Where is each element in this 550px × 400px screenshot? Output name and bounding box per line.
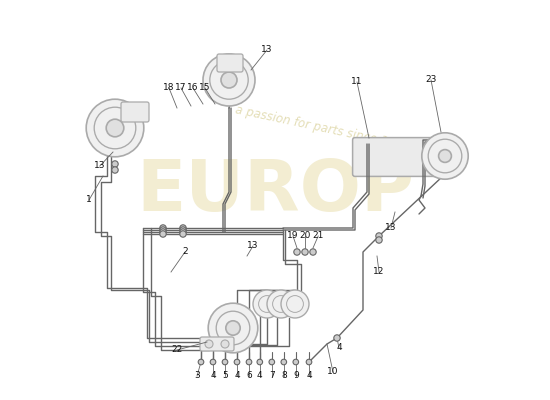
Circle shape <box>180 227 186 233</box>
Text: 19: 19 <box>287 232 299 240</box>
Circle shape <box>112 167 118 173</box>
Circle shape <box>226 321 240 335</box>
Circle shape <box>376 233 382 239</box>
Circle shape <box>269 359 274 365</box>
Text: 4: 4 <box>336 344 342 352</box>
Text: 16: 16 <box>187 84 199 92</box>
Text: 10: 10 <box>327 368 339 376</box>
Circle shape <box>267 290 295 318</box>
Text: 21: 21 <box>312 232 324 240</box>
Text: 4: 4 <box>257 372 262 380</box>
Text: 13: 13 <box>261 46 273 54</box>
Circle shape <box>281 290 309 318</box>
Text: 7: 7 <box>269 372 274 380</box>
FancyBboxPatch shape <box>121 102 149 122</box>
Text: 3: 3 <box>194 372 200 380</box>
Text: a passion for parts since 1985: a passion for parts since 1985 <box>234 103 411 153</box>
Text: 4: 4 <box>210 372 216 380</box>
Circle shape <box>334 335 340 341</box>
Circle shape <box>246 359 252 365</box>
Circle shape <box>293 359 299 365</box>
Text: 20: 20 <box>299 232 311 240</box>
Circle shape <box>198 359 204 365</box>
Text: 2: 2 <box>182 248 188 256</box>
Text: 13: 13 <box>94 162 106 170</box>
Circle shape <box>160 225 166 231</box>
Circle shape <box>106 119 124 137</box>
Circle shape <box>203 54 255 106</box>
Text: 9: 9 <box>293 372 299 380</box>
Text: EUROP: EUROP <box>136 158 414 226</box>
Text: 4: 4 <box>234 372 240 380</box>
Circle shape <box>281 359 287 365</box>
Circle shape <box>160 229 166 235</box>
Text: 12: 12 <box>373 268 384 276</box>
Circle shape <box>302 249 308 255</box>
Circle shape <box>222 359 228 365</box>
Circle shape <box>160 231 166 237</box>
Text: 1: 1 <box>86 196 92 204</box>
Text: 4: 4 <box>306 372 312 380</box>
Circle shape <box>180 231 186 237</box>
Circle shape <box>253 290 281 318</box>
Circle shape <box>376 237 382 243</box>
Text: 11: 11 <box>351 78 363 86</box>
Circle shape <box>221 72 237 88</box>
Circle shape <box>257 359 262 365</box>
Text: 23: 23 <box>425 76 437 84</box>
Circle shape <box>234 359 240 365</box>
Text: 17: 17 <box>175 84 187 92</box>
Text: 22: 22 <box>172 346 183 354</box>
Text: 5: 5 <box>222 372 228 380</box>
Text: 15: 15 <box>199 84 211 92</box>
Text: 18: 18 <box>163 84 175 92</box>
FancyBboxPatch shape <box>200 337 234 351</box>
Circle shape <box>294 249 300 255</box>
FancyBboxPatch shape <box>217 54 243 72</box>
Circle shape <box>208 303 258 353</box>
Circle shape <box>180 229 186 235</box>
Circle shape <box>86 99 144 157</box>
Text: 8: 8 <box>281 372 287 380</box>
Text: 13: 13 <box>248 242 258 250</box>
Circle shape <box>210 359 216 365</box>
Circle shape <box>180 225 186 231</box>
Text: 13: 13 <box>385 224 397 232</box>
Text: 6: 6 <box>246 372 252 380</box>
Circle shape <box>306 359 312 365</box>
Circle shape <box>438 150 452 162</box>
Circle shape <box>310 249 316 255</box>
Circle shape <box>205 340 213 348</box>
FancyBboxPatch shape <box>353 138 446 176</box>
Circle shape <box>221 340 229 348</box>
Circle shape <box>160 227 166 233</box>
Circle shape <box>422 133 468 179</box>
Circle shape <box>112 161 118 167</box>
